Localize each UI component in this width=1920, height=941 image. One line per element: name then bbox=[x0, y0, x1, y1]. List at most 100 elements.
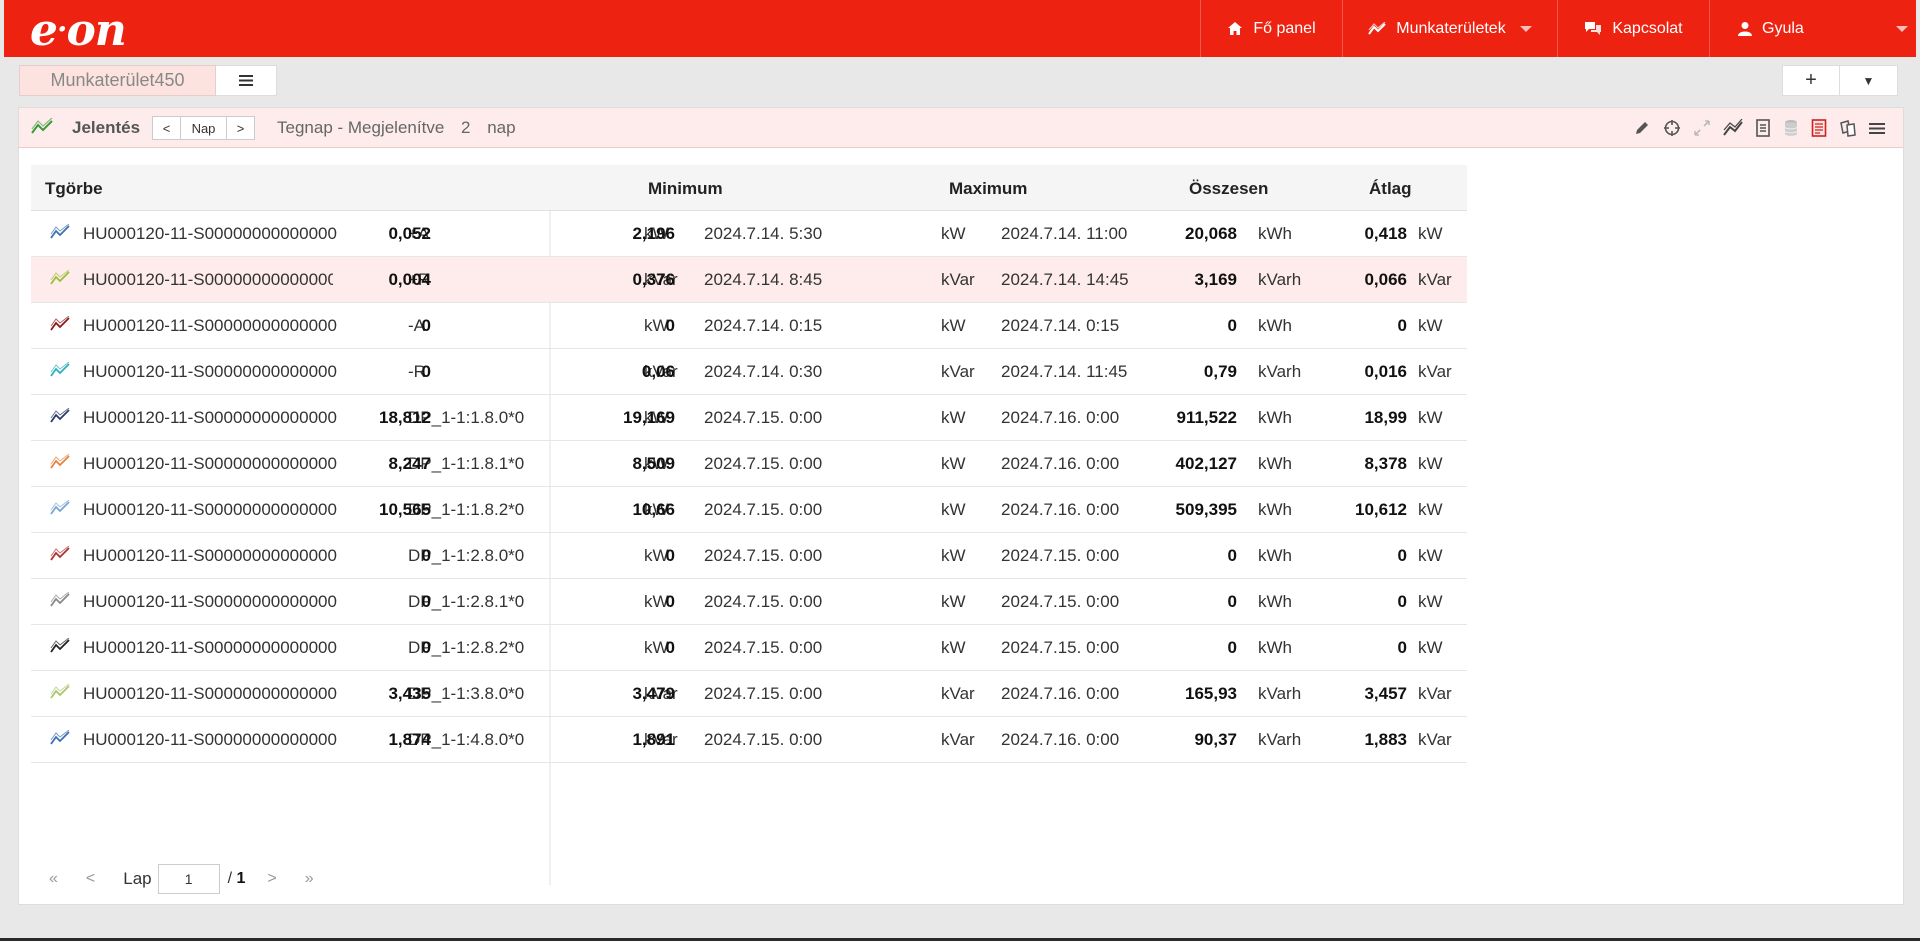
line-chart-icon[interactable] bbox=[1723, 119, 1743, 137]
min-unit: kW bbox=[644, 224, 669, 243]
hamburger-icon bbox=[239, 75, 253, 86]
page-label: Lap bbox=[123, 869, 152, 888]
nav-user[interactable]: Gyula bbox=[1709, 0, 1916, 57]
max-value: 2,196 bbox=[632, 224, 675, 243]
min-time: 2024.7.15. 0:00 bbox=[704, 730, 823, 749]
min-value: 0 bbox=[421, 592, 431, 611]
redaction-mask bbox=[333, 587, 389, 617]
total-unit: kWh bbox=[1258, 592, 1292, 611]
curve-name: HU000120-11-S00000000000000 bbox=[83, 638, 337, 657]
redaction-mask bbox=[333, 633, 389, 663]
chevron-down-icon bbox=[1895, 25, 1908, 32]
workspace-dropdown-button[interactable]: ▼ bbox=[1840, 65, 1898, 96]
header-average[interactable]: Átlag bbox=[1369, 179, 1412, 198]
total-value: 0 bbox=[1227, 316, 1237, 335]
workspace-tab[interactable]: Munkaterület450 bbox=[19, 65, 216, 96]
table-row[interactable]: HU000120-11-S00000000000000 +A 0,052 kW 2024… bbox=[31, 211, 1467, 257]
add-workspace-button[interactable]: + bbox=[1782, 65, 1840, 96]
total-unit: kWh bbox=[1258, 638, 1292, 657]
period-next-button[interactable]: > bbox=[226, 116, 255, 140]
table-row[interactable]: HU000120-11-S00000000000000 -A 0 kW 2024.7.1… bbox=[31, 303, 1467, 349]
table-row[interactable]: HU000120-11-S00000000000000 DP_1-1:1.8.2*… bbox=[31, 487, 1467, 533]
hamburger-icon[interactable] bbox=[1869, 119, 1885, 137]
avg-value: 0 bbox=[1397, 638, 1407, 657]
min-unit: kW bbox=[644, 638, 669, 657]
table-row[interactable]: HU000120-11-S00000000000000 DP_1-1:2.8.2*… bbox=[31, 625, 1467, 671]
table-row[interactable]: HU000120-11-S00000000000000 -R 0 kVar 2024.7… bbox=[31, 349, 1467, 395]
total-unit: kWh bbox=[1258, 500, 1292, 519]
min-unit: kW bbox=[644, 408, 669, 427]
table-row[interactable]: HU000120-11-S00000000000000 DP_1-1:3.8.0*… bbox=[31, 671, 1467, 717]
prev-page-button[interactable]: < bbox=[85, 870, 96, 887]
min-time: 2024.7.15. 0:00 bbox=[704, 592, 823, 611]
max-time: 2024.7.15. 0:00 bbox=[1001, 638, 1120, 657]
document-icon[interactable] bbox=[1755, 119, 1771, 137]
curve-code: DP_1-1:3.8.0*0 bbox=[408, 684, 525, 703]
avg-unit: kVar bbox=[1418, 684, 1452, 703]
nav-contact[interactable]: Kapcsolat bbox=[1557, 0, 1709, 57]
next-page-button[interactable]: > bbox=[267, 870, 277, 887]
redaction-mask bbox=[333, 265, 389, 295]
chevron-down-icon bbox=[1519, 25, 1532, 32]
header-total[interactable]: Összesen bbox=[1189, 179, 1269, 198]
total-unit: kVarh bbox=[1258, 684, 1302, 703]
first-page-button[interactable]: « bbox=[49, 870, 58, 887]
curve-name: HU000120-11-S00000000000000 bbox=[83, 500, 337, 519]
max-value: 0,06 bbox=[641, 362, 675, 381]
page-input[interactable]: 1 bbox=[157, 864, 220, 894]
max-unit: kW bbox=[941, 408, 966, 427]
min-time: 2024.7.14. 0:15 bbox=[704, 316, 823, 335]
period-select[interactable]: Nap bbox=[181, 116, 226, 140]
pencil-icon[interactable] bbox=[1633, 119, 1651, 137]
nav-home[interactable]: Fő panel bbox=[1200, 0, 1342, 57]
nav-user-label: Gyula bbox=[1762, 19, 1804, 37]
table-body: HU000120-11-S00000000000000 +A 0,052 kW 2024… bbox=[31, 211, 1467, 763]
crosshair-icon[interactable] bbox=[1663, 119, 1681, 137]
curve-code: DP_1-1:1.8.2*0 bbox=[408, 500, 525, 519]
curve-name: HU000120-11-S00000000000000 bbox=[83, 270, 337, 289]
header-maximum[interactable]: Maximum bbox=[949, 179, 1028, 198]
table-row[interactable]: HU000120-11-S00000000000000 +R 0,004 kVar 20… bbox=[31, 257, 1467, 303]
total-unit: kVarh bbox=[1258, 730, 1302, 749]
curve-name: HU000120-11-S00000000000000 bbox=[83, 408, 337, 427]
curve-code: +R bbox=[408, 270, 431, 289]
user-icon bbox=[1738, 22, 1752, 36]
nav-workspaces[interactable]: Munkaterületek bbox=[1342, 0, 1557, 57]
expand-icon[interactable] bbox=[1693, 119, 1711, 137]
curve-name: HU000120-11-S00000000000000 bbox=[83, 684, 337, 703]
min-unit: kVar bbox=[644, 270, 678, 289]
max-unit: kVar bbox=[941, 684, 975, 703]
redaction-mask bbox=[333, 219, 389, 249]
table-row[interactable]: HU000120-11-S00000000000000 DP_1-1:1.8.1*… bbox=[31, 441, 1467, 487]
curve-code: DP_1-1:2.8.1*0 bbox=[408, 592, 525, 611]
copy-pages-icon[interactable] bbox=[1839, 119, 1857, 137]
period-prev-button[interactable]: < bbox=[152, 116, 181, 140]
table-row[interactable]: HU000120-11-S00000000000000 DP_1-1:4.8.0*… bbox=[31, 717, 1467, 763]
curve-name: HU000120-11-S00000000000000 bbox=[83, 454, 337, 473]
min-value: 8,247 bbox=[388, 454, 431, 473]
table-row[interactable]: HU000120-11-S00000000000000 DP_1-1:2.8.1*… bbox=[31, 579, 1467, 625]
report-table-icon[interactable] bbox=[1811, 119, 1827, 137]
page-total: / 1 bbox=[228, 870, 246, 888]
avg-value: 0 bbox=[1397, 592, 1407, 611]
max-time: 2024.7.15. 0:00 bbox=[1001, 592, 1120, 611]
avg-unit: kW bbox=[1418, 500, 1443, 519]
min-value: 3,435 bbox=[388, 684, 431, 703]
table-header: Tgörbe Minimum Maximum Összesen Átlag bbox=[31, 165, 1467, 211]
last-page-button[interactable]: » bbox=[304, 870, 314, 887]
table-row[interactable]: HU000120-11-S00000000000000 DP_1-1:1.8.0*… bbox=[31, 395, 1467, 441]
avg-value: 10,612 bbox=[1355, 500, 1407, 519]
eon-logo[interactable]: e·on bbox=[30, 5, 127, 56]
min-time: 2024.7.14. 8:45 bbox=[704, 270, 823, 289]
min-time: 2024.7.14. 0:30 bbox=[704, 362, 823, 381]
database-icon[interactable] bbox=[1783, 119, 1799, 137]
redaction-mask bbox=[333, 311, 389, 341]
header-minimum[interactable]: Minimum bbox=[648, 179, 723, 198]
header-curve[interactable]: Tgörbe bbox=[45, 179, 103, 198]
min-unit: kVar bbox=[644, 730, 678, 749]
max-unit: kW bbox=[941, 638, 966, 657]
nav-workspaces-label: Munkaterületek bbox=[1396, 19, 1506, 37]
workspace-menu-button[interactable] bbox=[216, 65, 277, 96]
table-row[interactable]: HU000120-11-S00000000000000 DP_1-1:2.8.0*… bbox=[31, 533, 1467, 579]
min-value: 0 bbox=[421, 546, 431, 565]
